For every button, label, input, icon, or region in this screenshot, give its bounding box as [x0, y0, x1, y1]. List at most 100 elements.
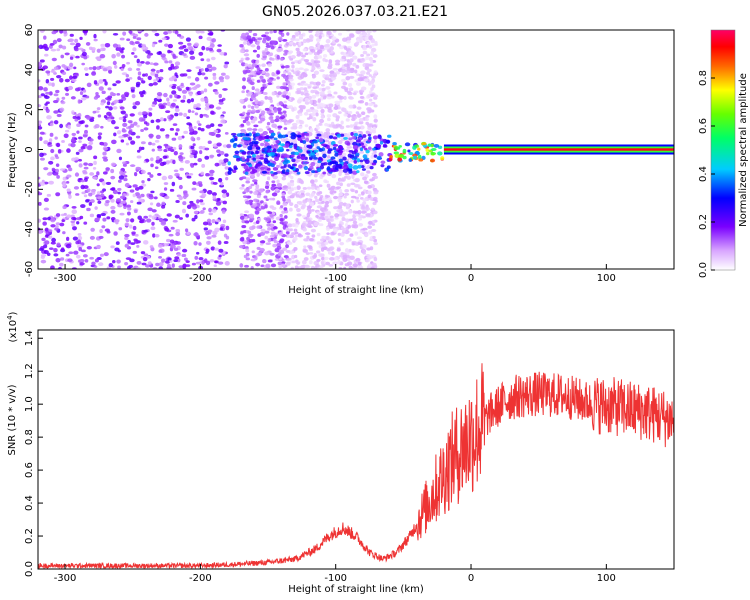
- heatmap-cell: [358, 120, 364, 125]
- heatmap-cell: [217, 153, 221, 157]
- heatmap-cell: [217, 44, 222, 47]
- heatmap-cell: [119, 37, 125, 41]
- heatmap-cell: [280, 166, 285, 169]
- heatmap-cell: [71, 157, 76, 162]
- heatmap-cell: [55, 168, 60, 173]
- heatmap-cell: [332, 143, 339, 147]
- heatmap-cell: [110, 175, 116, 180]
- heatmap-cell: [185, 264, 191, 267]
- heatmap-cell: [283, 118, 287, 123]
- heatmap-cell: [56, 242, 61, 247]
- heatmap-cell: [55, 192, 61, 197]
- heatmap-cell: [346, 251, 350, 256]
- heatmap-cell: [307, 108, 312, 113]
- heatmap-cell: [341, 165, 347, 169]
- heatmap-cell: [255, 154, 261, 160]
- heatmap-cell: [205, 173, 210, 177]
- heatmap-cell: [332, 30, 337, 33]
- heatmap-cell: [371, 162, 377, 166]
- heatmap-cell: [194, 214, 198, 220]
- heatmap-cell: [224, 75, 230, 80]
- heatmap-cell: [324, 139, 330, 143]
- heatmap-cell: [352, 62, 357, 67]
- heatmap-cells: [38, 30, 674, 269]
- heatmap-cell: [83, 166, 89, 170]
- heatmap-cell: [171, 90, 177, 95]
- heatmap-cell: [114, 247, 120, 252]
- heatmap-cell: [196, 136, 201, 141]
- spectrogram-x-tick-label: 100: [597, 273, 616, 284]
- heatmap-cell: [40, 157, 45, 161]
- heatmap-cell: [210, 123, 215, 128]
- heatmap-cell: [127, 120, 133, 123]
- heatmap-cell: [328, 103, 334, 108]
- heatmap-cell: [246, 155, 252, 159]
- heatmap-cell: [148, 112, 153, 117]
- heatmap-cell: [76, 221, 80, 225]
- heatmap-cell: [149, 62, 154, 66]
- heatmap-cell: [279, 213, 283, 218]
- heatmap-cell: [368, 74, 372, 77]
- heatmap-cell: [326, 144, 330, 150]
- heatmap-cell: [131, 51, 135, 55]
- heatmap-cell: [106, 216, 111, 220]
- heatmap-cell: [233, 165, 238, 170]
- heatmap-cell: [361, 30, 366, 33]
- heatmap-cell: [113, 64, 118, 69]
- heatmap-cell: [132, 225, 137, 231]
- heatmap-cell: [92, 176, 99, 180]
- heatmap-cell: [168, 60, 173, 64]
- heatmap-cell: [343, 113, 348, 117]
- heatmap-cell: [362, 227, 368, 231]
- heatmap-cell: [316, 146, 321, 150]
- heatmap-cell: [336, 181, 341, 186]
- heatmap-cell: [300, 54, 307, 58]
- heatmap-cell: [348, 169, 353, 174]
- heatmap-cell: [118, 156, 123, 161]
- heatmap-cell: [129, 164, 136, 168]
- heatmap-cell: [133, 238, 138, 242]
- heatmap-cell: [271, 57, 275, 61]
- heatmap-cell: [200, 97, 206, 102]
- snr-plot-frame: [37, 329, 675, 570]
- heatmap-cell: [365, 213, 371, 218]
- heatmap-cell: [154, 73, 159, 78]
- heatmap-cell: [148, 133, 154, 138]
- heatmap-cell: [219, 79, 224, 83]
- snr-x-axis-title: Height of straight line (km): [288, 584, 424, 595]
- heatmap-cell: [257, 37, 263, 41]
- heatmap-cell: [278, 240, 284, 244]
- heatmap-cell: [200, 128, 205, 132]
- heatmap-cell: [343, 162, 348, 167]
- heatmap-cell: [346, 40, 351, 44]
- heatmap-cell: [265, 180, 269, 185]
- heatmap-cell: [131, 231, 136, 235]
- heatmap-cell: [170, 102, 176, 107]
- heatmap-cell: [316, 50, 320, 56]
- heatmap-cell: [328, 145, 334, 149]
- heatmap-cell: [108, 194, 114, 199]
- heatmap-cell: [257, 101, 261, 105]
- heatmap-cell: [275, 139, 280, 144]
- heatmap-cell: [351, 242, 355, 246]
- heatmap-cell: [171, 181, 176, 187]
- heatmap-cell: [298, 178, 304, 184]
- heatmap-cell: [200, 171, 205, 176]
- heatmap-cell: [269, 135, 275, 139]
- heatmap-cell: [116, 52, 121, 57]
- heatmap-cell: [124, 222, 130, 227]
- heatmap-cell: [141, 180, 145, 184]
- heatmap-cell: [337, 198, 342, 203]
- heatmap-cell: [322, 53, 328, 58]
- heatmap-cell: [50, 156, 55, 161]
- heatmap-cell: [157, 148, 163, 152]
- heatmap-cell: [47, 216, 51, 221]
- heatmap-cell: [71, 209, 78, 214]
- heatmap-cell: [343, 195, 347, 199]
- heatmap-cell: [60, 247, 65, 251]
- heatmap-cell: [267, 63, 272, 67]
- heatmap-cell: [82, 89, 87, 93]
- heatmap-cell: [38, 176, 41, 180]
- heatmap-cell: [295, 47, 300, 52]
- heatmap-cell: [115, 241, 120, 245]
